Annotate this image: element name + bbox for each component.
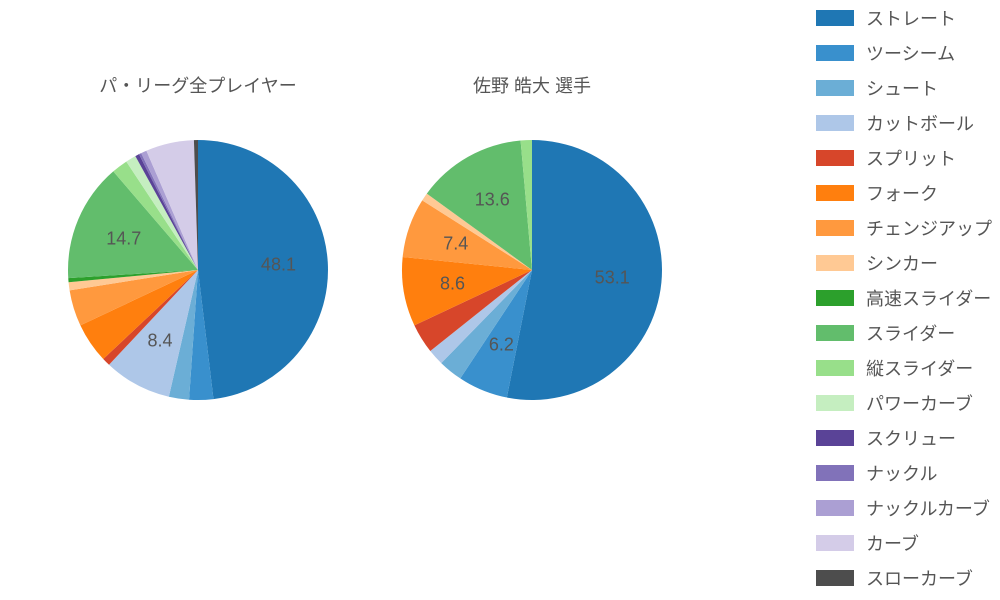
pie-chart-player: [332, 0, 732, 540]
legend-swatch: [816, 115, 854, 131]
legend-label: ナックルカーブ: [866, 495, 990, 521]
legend-swatch: [816, 10, 854, 26]
legend-item-knuckle_curve: ナックルカーブ: [816, 490, 992, 525]
legend-label: ナックル: [866, 460, 937, 486]
legend-swatch: [816, 360, 854, 376]
legend-item-power_curve: パワーカーブ: [816, 385, 992, 420]
legend-label: パワーカーブ: [866, 390, 973, 416]
legend-item-curve: カーブ: [816, 525, 992, 560]
legend-label: スローカーブ: [866, 565, 973, 591]
legend-item-screw: スクリュー: [816, 420, 992, 455]
legend-swatch: [816, 395, 854, 411]
chart-container: パ・リーグ全プレイヤー 佐野 皓大 選手 ストレートツーシームシュートカットボー…: [0, 0, 1000, 600]
legend-label: スライダー: [866, 320, 955, 346]
legend-label: 縦スライダー: [866, 355, 973, 381]
legend-swatch: [816, 570, 854, 586]
legend-item-fast_slider: 高速スライダー: [816, 280, 992, 315]
legend-item-fork: フォーク: [816, 175, 992, 210]
legend-item-vert_slider: 縦スライダー: [816, 350, 992, 385]
legend-label: フォーク: [866, 180, 938, 206]
legend-label: スクリュー: [866, 425, 956, 451]
legend-label: カットボール: [866, 110, 974, 136]
legend-swatch: [816, 535, 854, 551]
legend-swatch: [816, 430, 854, 446]
legend-item-straight: ストレート: [816, 0, 992, 35]
legend-label: スプリット: [866, 145, 956, 171]
legend-label: カーブ: [866, 530, 919, 556]
legend-swatch: [816, 80, 854, 96]
legend-item-cutball: カットボール: [816, 105, 992, 140]
legend-item-sinker: シンカー: [816, 245, 992, 280]
legend-swatch: [816, 185, 854, 201]
legend-item-slider: スライダー: [816, 315, 992, 350]
legend-label: チェンジアップ: [866, 215, 992, 241]
pie-slice-straight: [198, 140, 328, 399]
legend: ストレートツーシームシュートカットボールスプリットフォークチェンジアップシンカー…: [816, 0, 992, 595]
legend-label: シンカー: [866, 250, 938, 276]
legend-label: ツーシーム: [866, 40, 955, 66]
legend-item-knuckle: ナックル: [816, 455, 992, 490]
legend-swatch: [816, 500, 854, 516]
legend-swatch: [816, 465, 854, 481]
legend-label: ストレート: [866, 5, 956, 31]
legend-label: シュート: [866, 75, 938, 101]
legend-item-two_seam: ツーシーム: [816, 35, 992, 70]
legend-item-slow_curve: スローカーブ: [816, 560, 992, 595]
legend-item-changeup: チェンジアップ: [816, 210, 992, 245]
legend-swatch: [816, 220, 854, 236]
legend-swatch: [816, 45, 854, 61]
legend-swatch: [816, 150, 854, 166]
legend-swatch: [816, 255, 854, 271]
legend-label: 高速スライダー: [866, 285, 991, 311]
legend-item-split: スプリット: [816, 140, 992, 175]
legend-swatch: [816, 290, 854, 306]
legend-item-shoot: シュート: [816, 70, 992, 105]
legend-swatch: [816, 325, 854, 341]
